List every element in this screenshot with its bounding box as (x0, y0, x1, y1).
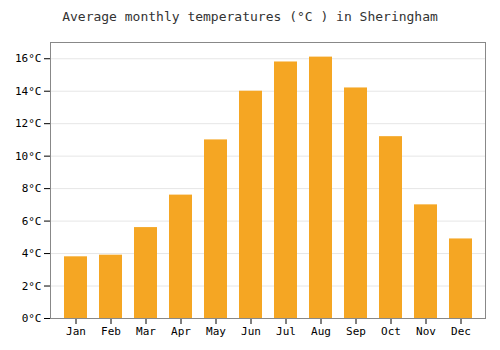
svg-text:8°C: 8°C (22, 182, 42, 195)
svg-text:12°C: 12°C (15, 117, 42, 130)
svg-text:Nov: Nov (416, 325, 436, 338)
svg-text:14°C: 14°C (15, 85, 42, 98)
svg-text:0°C: 0°C (22, 312, 42, 325)
svg-text:Jun: Jun (241, 325, 261, 338)
html-text:Average monthly temperatures (: Average monthly temperatures (°C ) in Sh… (62, 9, 438, 24)
svg-text:May: May (206, 325, 226, 338)
svg-text:16°C: 16°C (15, 52, 42, 65)
svg-text:Mar: Mar (136, 325, 156, 338)
svg-text:Oct: Oct (381, 325, 401, 338)
svg-text:Apr: Apr (171, 325, 191, 338)
svg-text:4°C: 4°C (22, 247, 42, 260)
svg-text:2°C: 2°C (22, 280, 42, 293)
svg-text:Dec: Dec (451, 325, 471, 338)
svg-text:Jul: Jul (276, 325, 296, 338)
svg-text:Aug: Aug (311, 325, 331, 338)
svg-text:Jan: Jan (66, 325, 86, 338)
svg-text:10°C: 10°C (15, 150, 42, 163)
svg-text:Sep: Sep (346, 325, 366, 338)
svg-text:6°C: 6°C (22, 215, 42, 228)
svg-text:Feb: Feb (101, 325, 121, 338)
